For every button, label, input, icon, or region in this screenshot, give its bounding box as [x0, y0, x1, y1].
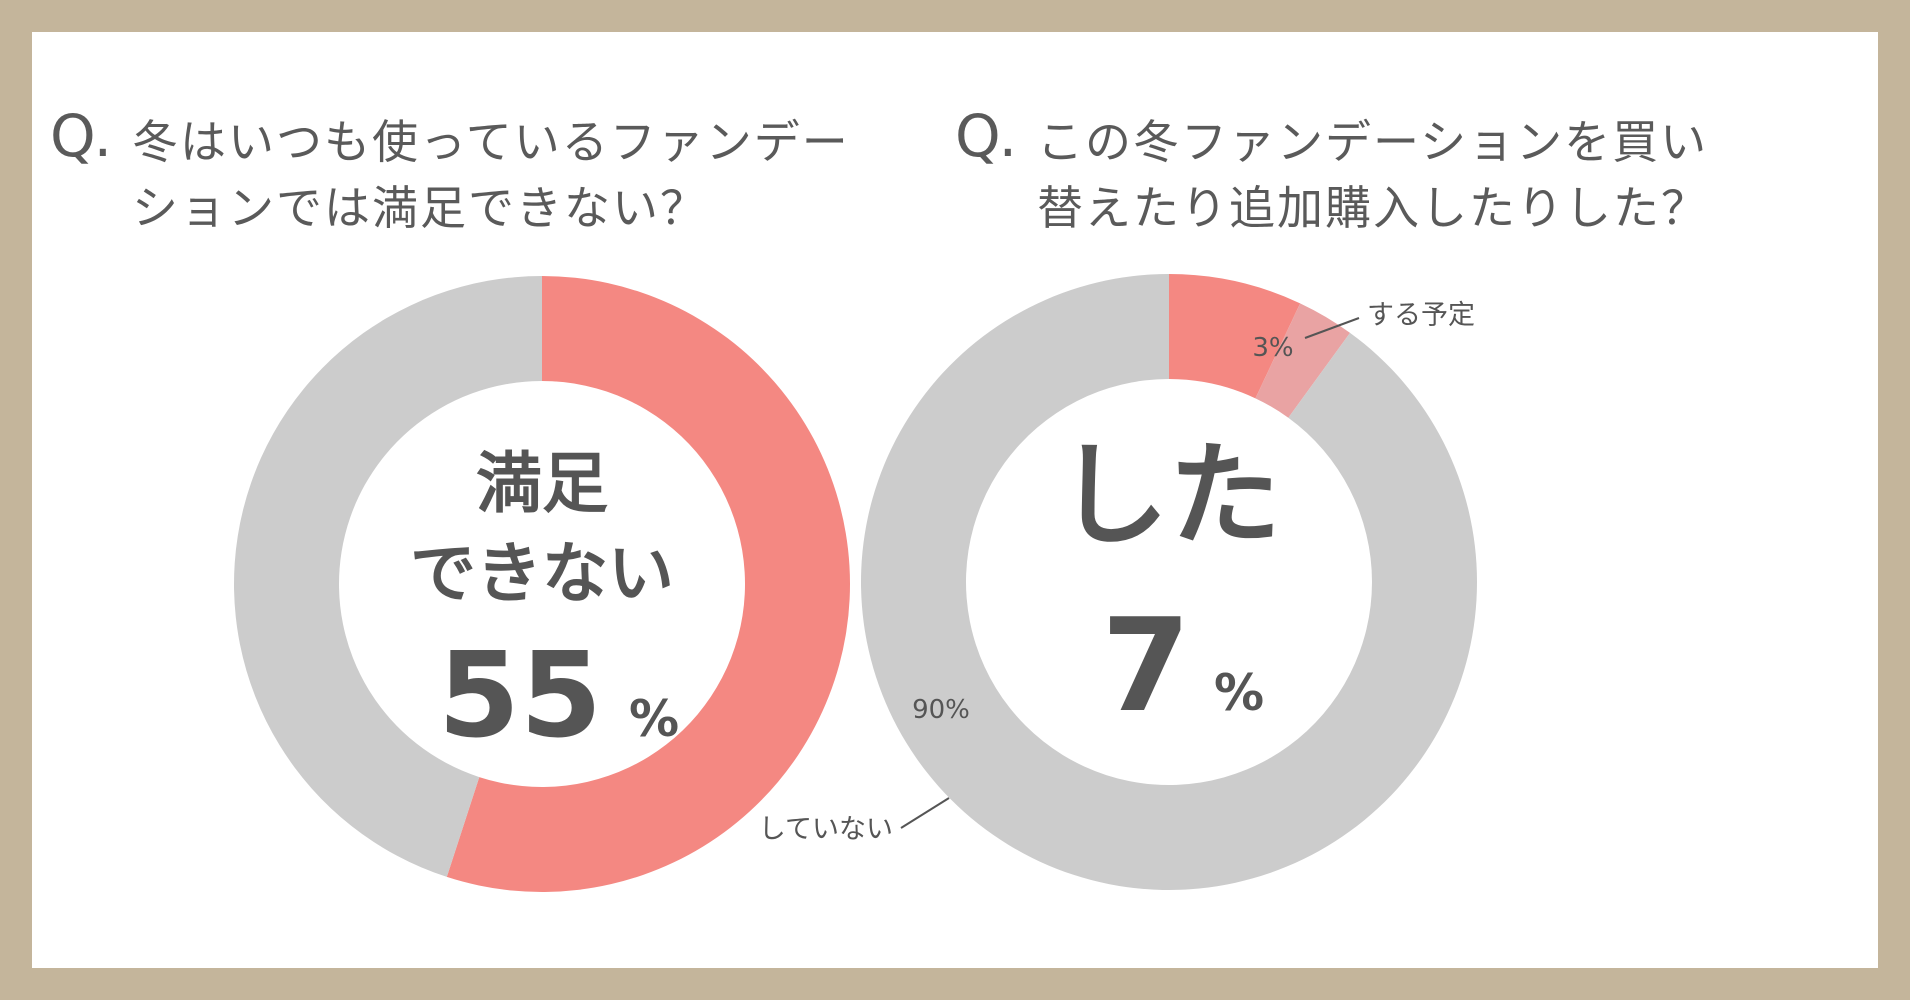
question-mark: Q.	[50, 102, 112, 170]
center-unit: %	[1214, 664, 1264, 722]
center-label-line-1: した	[1057, 431, 1281, 561]
question-mark: Q.	[955, 102, 1017, 170]
donut-slice-2	[233, 276, 543, 877]
legend-label-not-done: していない	[759, 814, 893, 845]
donut-slice-1	[1169, 274, 1301, 399]
panel-purchase: Q. この冬ファンデーションを買い 替えたり追加購入したりした？ した 7 % …	[759, 32, 1878, 968]
center-label-line-1: 満足	[476, 445, 608, 522]
question-title-line-2: ションでは満足できない？	[132, 181, 708, 235]
center-unit: %	[629, 690, 679, 748]
slice-label-3-percent: 3%	[1252, 333, 1293, 363]
infographic-card: Q. 冬はいつも使っているファンデー ションでは満足できない？ 満足 できない …	[32, 32, 1878, 968]
question-title-line-2: 替えたり追加購入したりした？	[1037, 181, 1709, 235]
question-title-line-1: この冬ファンデーションを買い	[1037, 115, 1709, 169]
donut-slice-3	[861, 274, 1477, 890]
donut-slice-2	[1255, 303, 1351, 418]
question-title-line-1: 冬はいつも使っているファンデー	[132, 115, 850, 169]
center-value: 7	[1101, 592, 1190, 741]
slice-label-90-percent: 90%	[912, 695, 970, 725]
donut-slice-1	[446, 276, 850, 892]
center-value: 55	[438, 626, 602, 764]
panel-satisfaction: Q. 冬はいつも使っているファンデー ションでは満足できない？ 満足 できない …	[32, 32, 955, 968]
donut-chart-purchase: した 7 % 3% する予定 90% していない	[759, 274, 1477, 890]
donut-chart-satisfaction: 満足 できない 55 %	[233, 276, 850, 892]
leader-line-planned	[1304, 317, 1360, 339]
leader-line-not-done	[900, 797, 950, 829]
center-label-line-2: できない	[410, 535, 674, 612]
legend-label-planned: する予定	[1367, 300, 1475, 331]
